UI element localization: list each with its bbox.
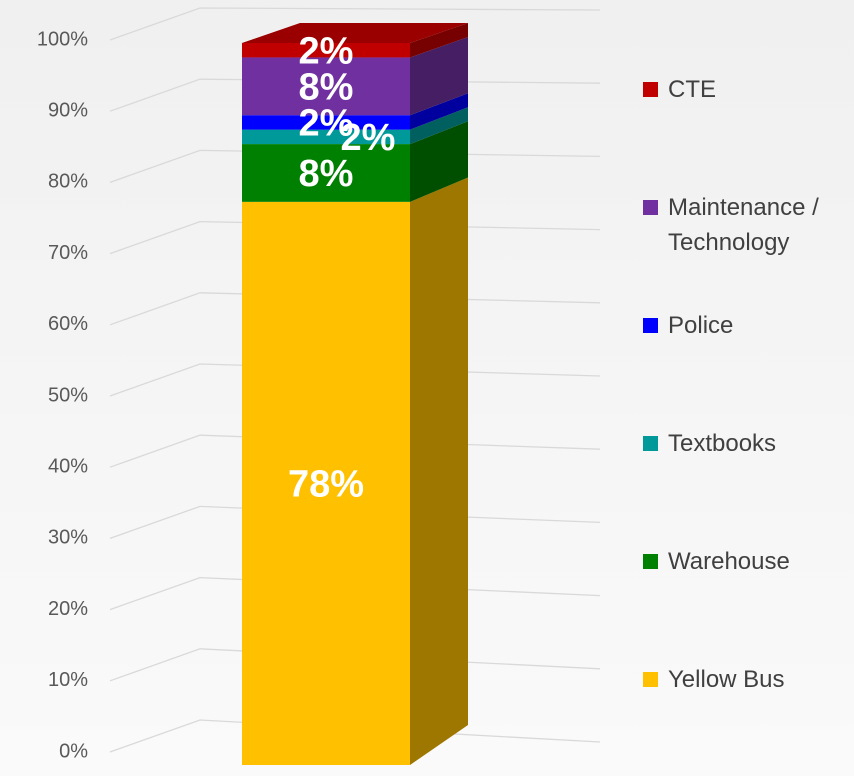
y-tick-label: 60%: [48, 313, 88, 335]
data-label: 78%: [288, 463, 364, 505]
bar-segment-side: [410, 107, 468, 145]
y-tick-label: 50%: [48, 384, 88, 406]
legend-label: Textbooks: [668, 430, 777, 457]
y-tick-label: 70%: [48, 242, 88, 264]
legend-swatch: [643, 554, 658, 569]
legend-label: Maintenance / Technology: [668, 194, 819, 256]
legend-swatch: [643, 436, 658, 451]
grid-line: [109, 7, 601, 41]
bar-segment-side: [410, 37, 468, 116]
y-tick-label: 100%: [37, 28, 88, 50]
bar-segment: [242, 57, 410, 116]
bar-segment-side: [410, 121, 468, 202]
legend-item: CTE: [643, 72, 848, 107]
data-label: 2%: [341, 117, 396, 159]
bar-top: [242, 23, 468, 43]
legend-item: Warehouse: [643, 544, 848, 579]
legend-label: Police: [668, 312, 734, 339]
legend-item: Textbooks: [643, 426, 848, 461]
legend-swatch: [643, 200, 658, 215]
y-tick-label: 20%: [48, 598, 88, 620]
grid-line: [109, 719, 601, 753]
bar-segment-side: [410, 23, 468, 58]
bar-segment: [242, 201, 410, 766]
bar-segment-side: [410, 93, 468, 130]
bar-segment: [242, 129, 410, 145]
bar-segment: [242, 43, 410, 58]
legend-label: CTE: [668, 76, 716, 103]
data-label: 2%: [299, 102, 354, 144]
data-label: 8%: [299, 153, 354, 195]
legend-item: Maintenance / Technology: [643, 190, 848, 260]
bar-segment: [242, 115, 410, 130]
y-tick-label: 30%: [48, 527, 88, 549]
y-tick-label: 90%: [48, 99, 88, 121]
legend-label: Yellow Bus: [668, 666, 785, 693]
y-tick-label: 0%: [59, 740, 88, 762]
legend-item: Police: [643, 308, 848, 343]
legend-label: Warehouse: [668, 548, 790, 575]
data-label: 2%: [299, 30, 354, 72]
legend-item: Yellow Bus: [643, 662, 848, 697]
legend-swatch: [643, 318, 658, 333]
data-label: 8%: [299, 66, 354, 108]
legend-swatch: [643, 672, 658, 687]
legend-swatch: [643, 82, 658, 97]
y-tick-label: 80%: [48, 171, 88, 193]
bar-segment: [242, 144, 410, 202]
bar-segment-side: [410, 177, 468, 765]
y-tick-label: 40%: [48, 455, 88, 477]
y-tick-label: 10%: [48, 669, 88, 691]
